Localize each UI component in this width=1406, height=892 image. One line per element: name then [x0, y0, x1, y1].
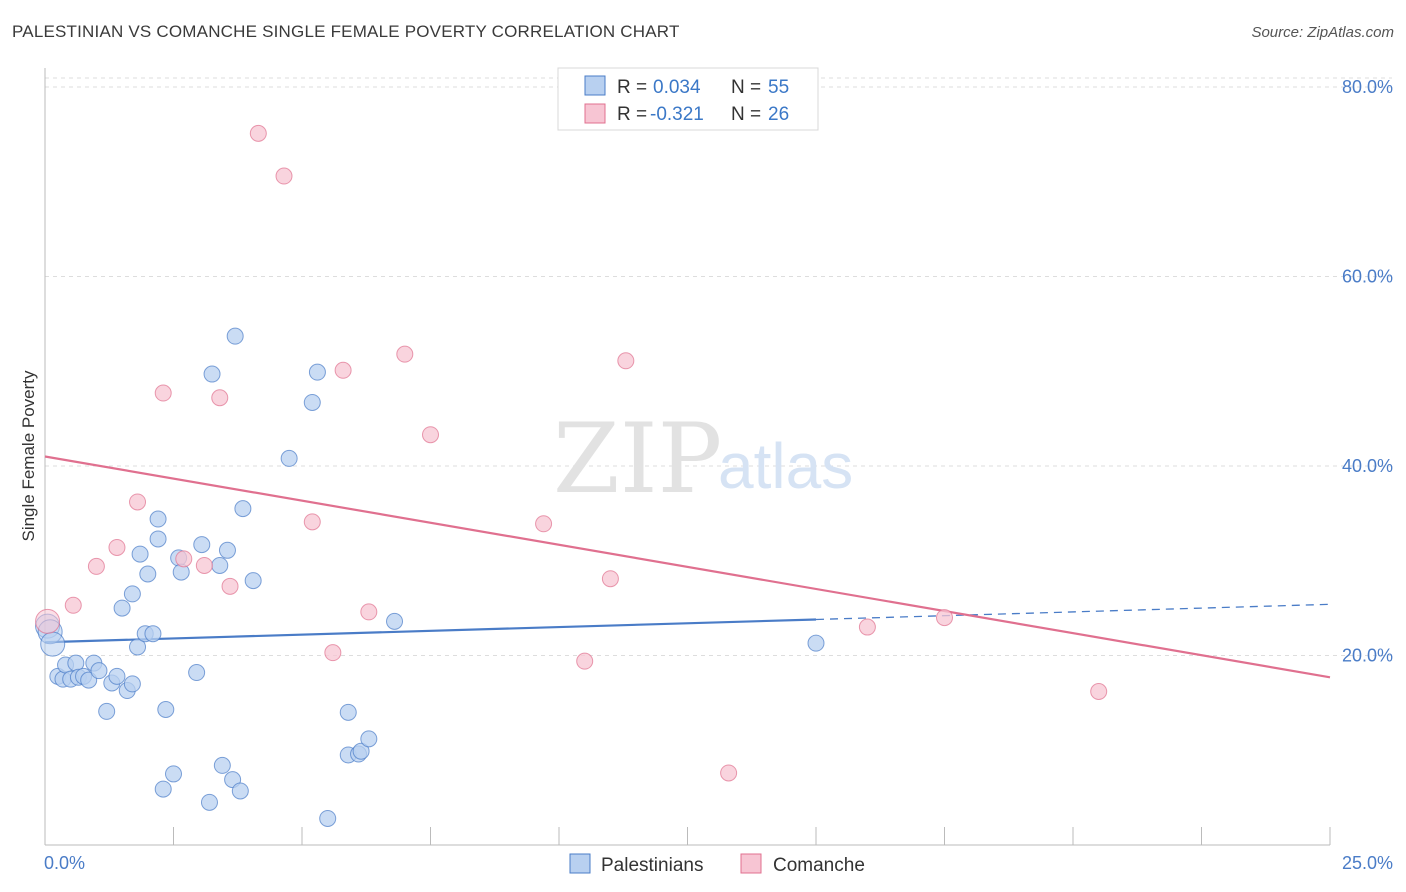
legend-n-label-1: N = — [731, 77, 761, 98]
comanche-point-24 — [936, 609, 953, 627]
palestinians-point-18 — [123, 675, 141, 693]
legend-n-value-2: 26 — [768, 104, 789, 125]
palestinians-point-34 — [200, 793, 218, 811]
trendline-palestinians — [44, 618, 817, 644]
comanche-point-17 — [422, 426, 439, 444]
chart-title: PALESTINIAN VS COMANCHE SINGLE FEMALE PO… — [12, 22, 680, 41]
comanche-point-7 — [195, 556, 213, 574]
comanche-point-10 — [249, 124, 267, 142]
palestinians-point-53 — [386, 612, 404, 630]
legend-swatch-palestinians — [584, 75, 606, 96]
palestinians-point-48 — [339, 703, 357, 721]
palestinians-point-19 — [123, 585, 141, 603]
legend-r-value-2: -0.321 — [650, 104, 704, 125]
comanche-point-20 — [601, 570, 619, 588]
comanche-point-18 — [535, 515, 553, 533]
palestinians-point-12 — [90, 662, 108, 680]
comanche-point-2 — [87, 557, 105, 575]
comanche-point-6 — [175, 550, 193, 568]
legend-n-label-2: N = — [731, 104, 761, 125]
palestinians-point-40 — [226, 327, 244, 345]
comanche-point-5 — [154, 384, 172, 402]
correlation-legend: R = 0.034 N = 55 R = -0.321 N = 26 — [557, 67, 819, 131]
y-tick-labels: 20.0% 40.0% 60.0% 80.0% — [1342, 77, 1393, 666]
palestinians-point-37 — [213, 756, 231, 774]
palestinians-point-35 — [203, 365, 221, 383]
palestinians-point-44 — [280, 449, 298, 467]
comanche-point-16 — [396, 345, 414, 363]
palestinians-point-38 — [218, 541, 236, 559]
data-points — [35, 124, 1108, 827]
comanche-point-21 — [617, 352, 635, 370]
legend-r-value-1: 0.034 — [653, 77, 701, 98]
legend-swatch-comanche — [584, 103, 606, 124]
trendlines — [44, 455, 1331, 679]
palestinians-point-21 — [131, 545, 149, 563]
y-axis-label: Single Female Poverty — [19, 370, 38, 542]
palestinians-point-41 — [231, 782, 249, 800]
palestinians-point-24 — [144, 625, 162, 643]
x-tick-label-0: 0.0% — [44, 853, 85, 873]
comanche-point-15 — [360, 603, 378, 621]
palestinians-point-16 — [113, 599, 131, 617]
palestinians-point-28 — [157, 700, 175, 718]
comanche-point-14 — [334, 361, 352, 379]
palestinians-point-45 — [303, 393, 321, 411]
comanche-point-1 — [64, 596, 82, 614]
bottom-legend-comanche: Comanche — [773, 855, 865, 876]
grid-lines — [45, 77, 1392, 656]
palestinians-point-32 — [188, 664, 206, 682]
legend-r-label-2: R = — [617, 104, 647, 125]
palestinians-point-26 — [149, 510, 167, 528]
comanche-point-4 — [129, 493, 147, 511]
palestinians-point-52 — [360, 730, 378, 748]
legend-r-label-1: R = — [617, 77, 647, 98]
y-tick-label-2: 60.0% — [1342, 266, 1393, 286]
comanche-point-22 — [720, 764, 738, 782]
bottom-legend-swatch-comanche — [740, 853, 762, 874]
legend-n-value-1: 55 — [768, 77, 789, 98]
palestinians-point-51 — [352, 742, 370, 760]
comanche-point-19 — [576, 652, 594, 670]
palestinians-point-2 — [40, 631, 66, 657]
y-tick-label-0: 20.0% — [1342, 645, 1393, 665]
x-tick-label-1: 25.0% — [1342, 853, 1393, 873]
comanche-point-25 — [1090, 682, 1108, 700]
comanche-point-8 — [211, 389, 229, 407]
comanche-point-9 — [221, 577, 239, 595]
bottom-legend-palestinians: Palestinians — [601, 855, 703, 876]
x-tick-labels: 0.0% 25.0% — [44, 853, 1393, 873]
comanche-point-23 — [858, 618, 876, 636]
source-label: Source: ZipAtlas.com — [1251, 24, 1394, 41]
palestinians-point-27 — [154, 780, 172, 798]
y-tick-label-3: 80.0% — [1342, 77, 1393, 97]
series-legend: Palestinians Comanche — [569, 853, 865, 876]
palestinians-point-15 — [108, 667, 126, 685]
palestinians-point-33 — [193, 536, 211, 554]
palestinians-point-13 — [98, 702, 116, 720]
trendline-extension-palestinians — [815, 603, 1331, 621]
palestinians-point-42 — [234, 500, 252, 518]
comanche-point-12 — [303, 513, 321, 531]
trendline-comanche — [44, 455, 1331, 679]
palestinians-point-54 — [807, 634, 825, 652]
palestinians-point-36 — [211, 556, 229, 574]
comanche-point-3 — [108, 538, 126, 556]
palestinians-point-20 — [129, 638, 147, 656]
watermark-zip: ZIP — [553, 403, 722, 515]
comanche-point-0 — [35, 608, 61, 634]
watermark-atlas: atlas — [718, 430, 853, 502]
palestinians-point-29 — [165, 765, 182, 783]
palestinians-point-25 — [149, 530, 167, 548]
palestinians-point-47 — [319, 809, 337, 827]
comanche-point-11 — [275, 167, 293, 185]
palestinians-point-46 — [308, 363, 326, 381]
palestinians-point-23 — [139, 565, 157, 583]
bottom-legend-swatch-palestinians — [569, 853, 591, 874]
comanche-point-13 — [324, 644, 342, 662]
y-tick-label-1: 40.0% — [1342, 456, 1393, 476]
palestinians-point-43 — [244, 572, 262, 590]
